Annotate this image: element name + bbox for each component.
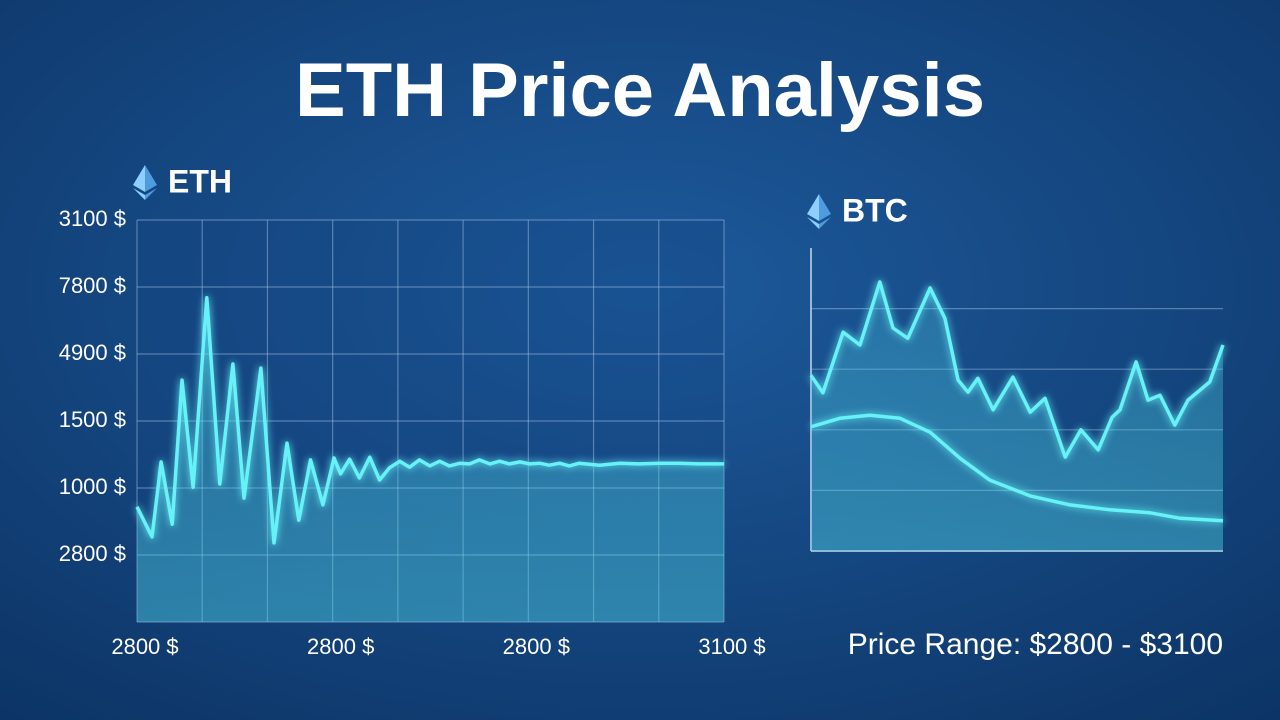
line (135, 295, 724, 545)
area (811, 281, 1223, 551)
y-tick-label: 3100 $ (59, 206, 126, 231)
btc-icon (807, 194, 831, 229)
y-tick-label: 1500 $ (59, 407, 126, 432)
area (137, 297, 724, 622)
y-tick-label: 4900 $ (59, 340, 126, 365)
x-tick-label: 2800 $ (503, 634, 570, 659)
y-tick-label: 1000 $ (59, 474, 126, 499)
x-tick-label: 3100 $ (698, 634, 765, 659)
line (810, 413, 1224, 523)
y-tick-label: 7800 $ (59, 273, 126, 298)
eth-icon (133, 165, 157, 200)
x-tick-label: 2800 $ (111, 634, 178, 659)
chart-title: ETH (168, 163, 232, 199)
y-tick-label: 2800 $ (59, 541, 126, 566)
line (809, 280, 1225, 459)
footer-note: Price Range: $2800 - $3100 (848, 628, 1223, 661)
x-tick-label: 2800 $ (307, 634, 374, 659)
chart-title: BTC (842, 192, 908, 228)
page-title: ETH Price Analysis (295, 48, 985, 133)
